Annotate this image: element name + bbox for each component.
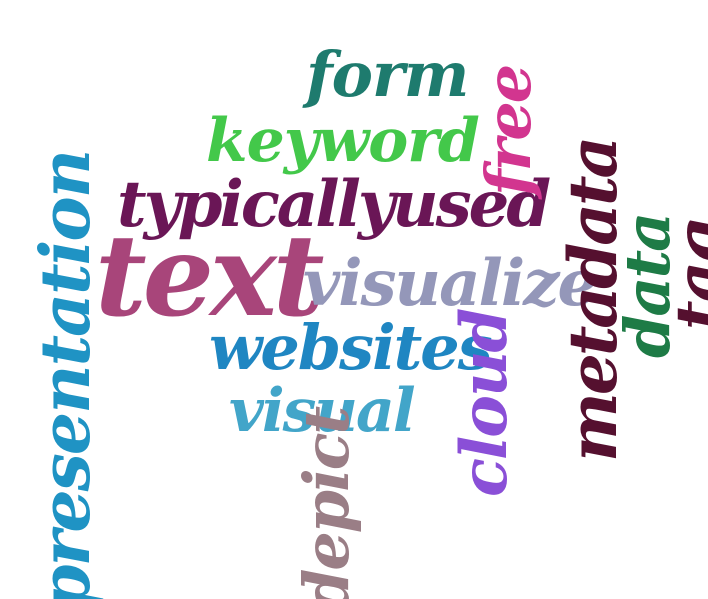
word-visualize: visualize [303, 246, 598, 321]
word-text: text [95, 211, 324, 342]
word-presentation: presentation [26, 150, 106, 599]
word-visual: visual [229, 376, 416, 446]
word-keyword: keyword [206, 106, 480, 176]
word-form: form [306, 38, 469, 111]
word-depict: depict [290, 407, 363, 599]
word-tag: tag [662, 220, 708, 330]
word-typicallyused: typicallyused [117, 167, 551, 242]
word-websites: websites [209, 311, 493, 384]
word-free: free [472, 65, 545, 196]
word-cloud-term: cloud [447, 309, 522, 497]
